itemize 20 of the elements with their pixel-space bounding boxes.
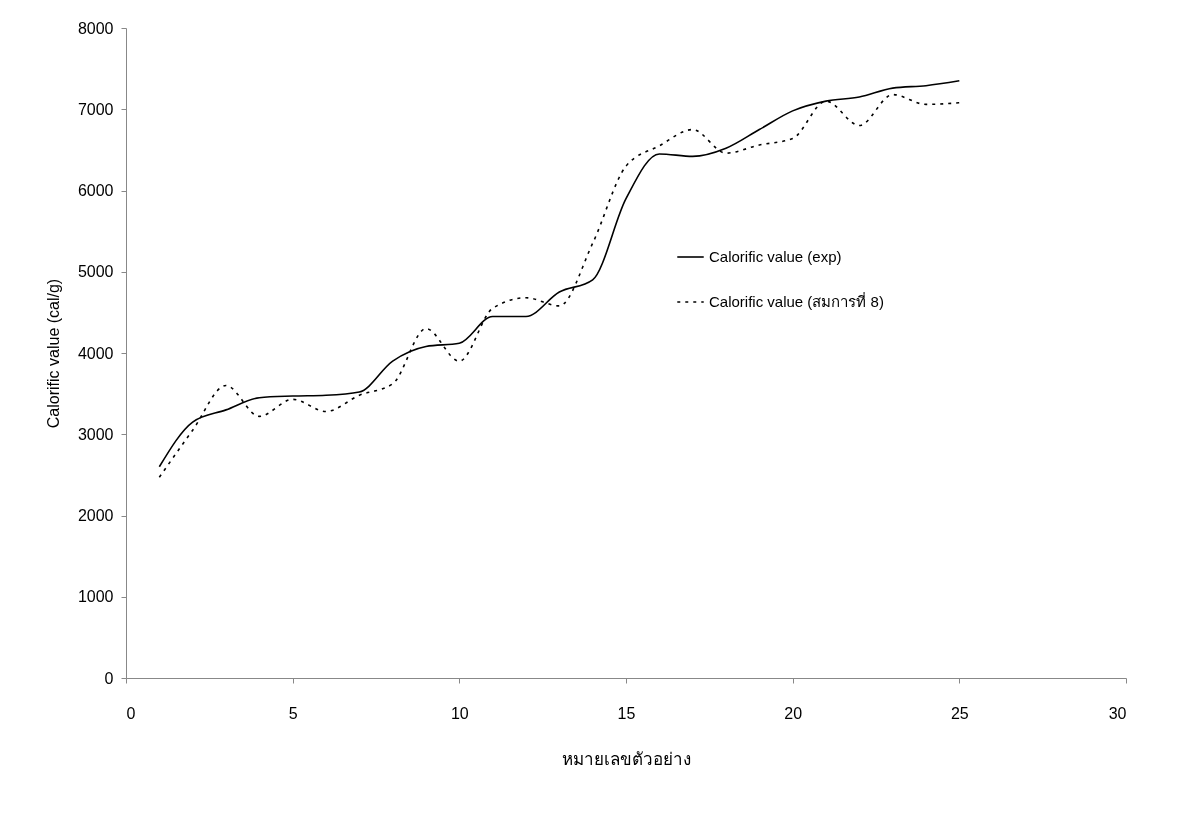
y-tick-label: 8000 [77, 19, 114, 37]
x-tick-label: 25 [950, 704, 969, 722]
x-tick-label: 30 [1108, 704, 1127, 722]
y-tick-label: 1000 [77, 588, 114, 606]
y-tick-label: 5000 [77, 263, 114, 281]
x-axis-title: หมายเลขตัวอย่าง [562, 749, 691, 769]
legend-label: Calorific value (exp) [709, 248, 842, 265]
y-tick-label: 6000 [77, 182, 114, 199]
y-tick-label: 3000 [77, 425, 114, 443]
y-tick-label: 2000 [77, 507, 114, 524]
x-tick-label: 20 [784, 704, 803, 722]
y-axis-title: Calorific value (cal/g) [44, 278, 62, 429]
x-tick-label: 5 [288, 704, 298, 722]
y-tick-label: 0 [104, 669, 114, 687]
x-tick-label: 0 [126, 704, 136, 722]
y-tick-label: 7000 [77, 100, 114, 118]
y-tick-label: 4000 [77, 344, 114, 362]
legend-label: Calorific value (สมการที่ 8) [709, 291, 884, 310]
x-tick-label: 10 [450, 704, 469, 722]
x-tick-label: 15 [617, 704, 636, 722]
